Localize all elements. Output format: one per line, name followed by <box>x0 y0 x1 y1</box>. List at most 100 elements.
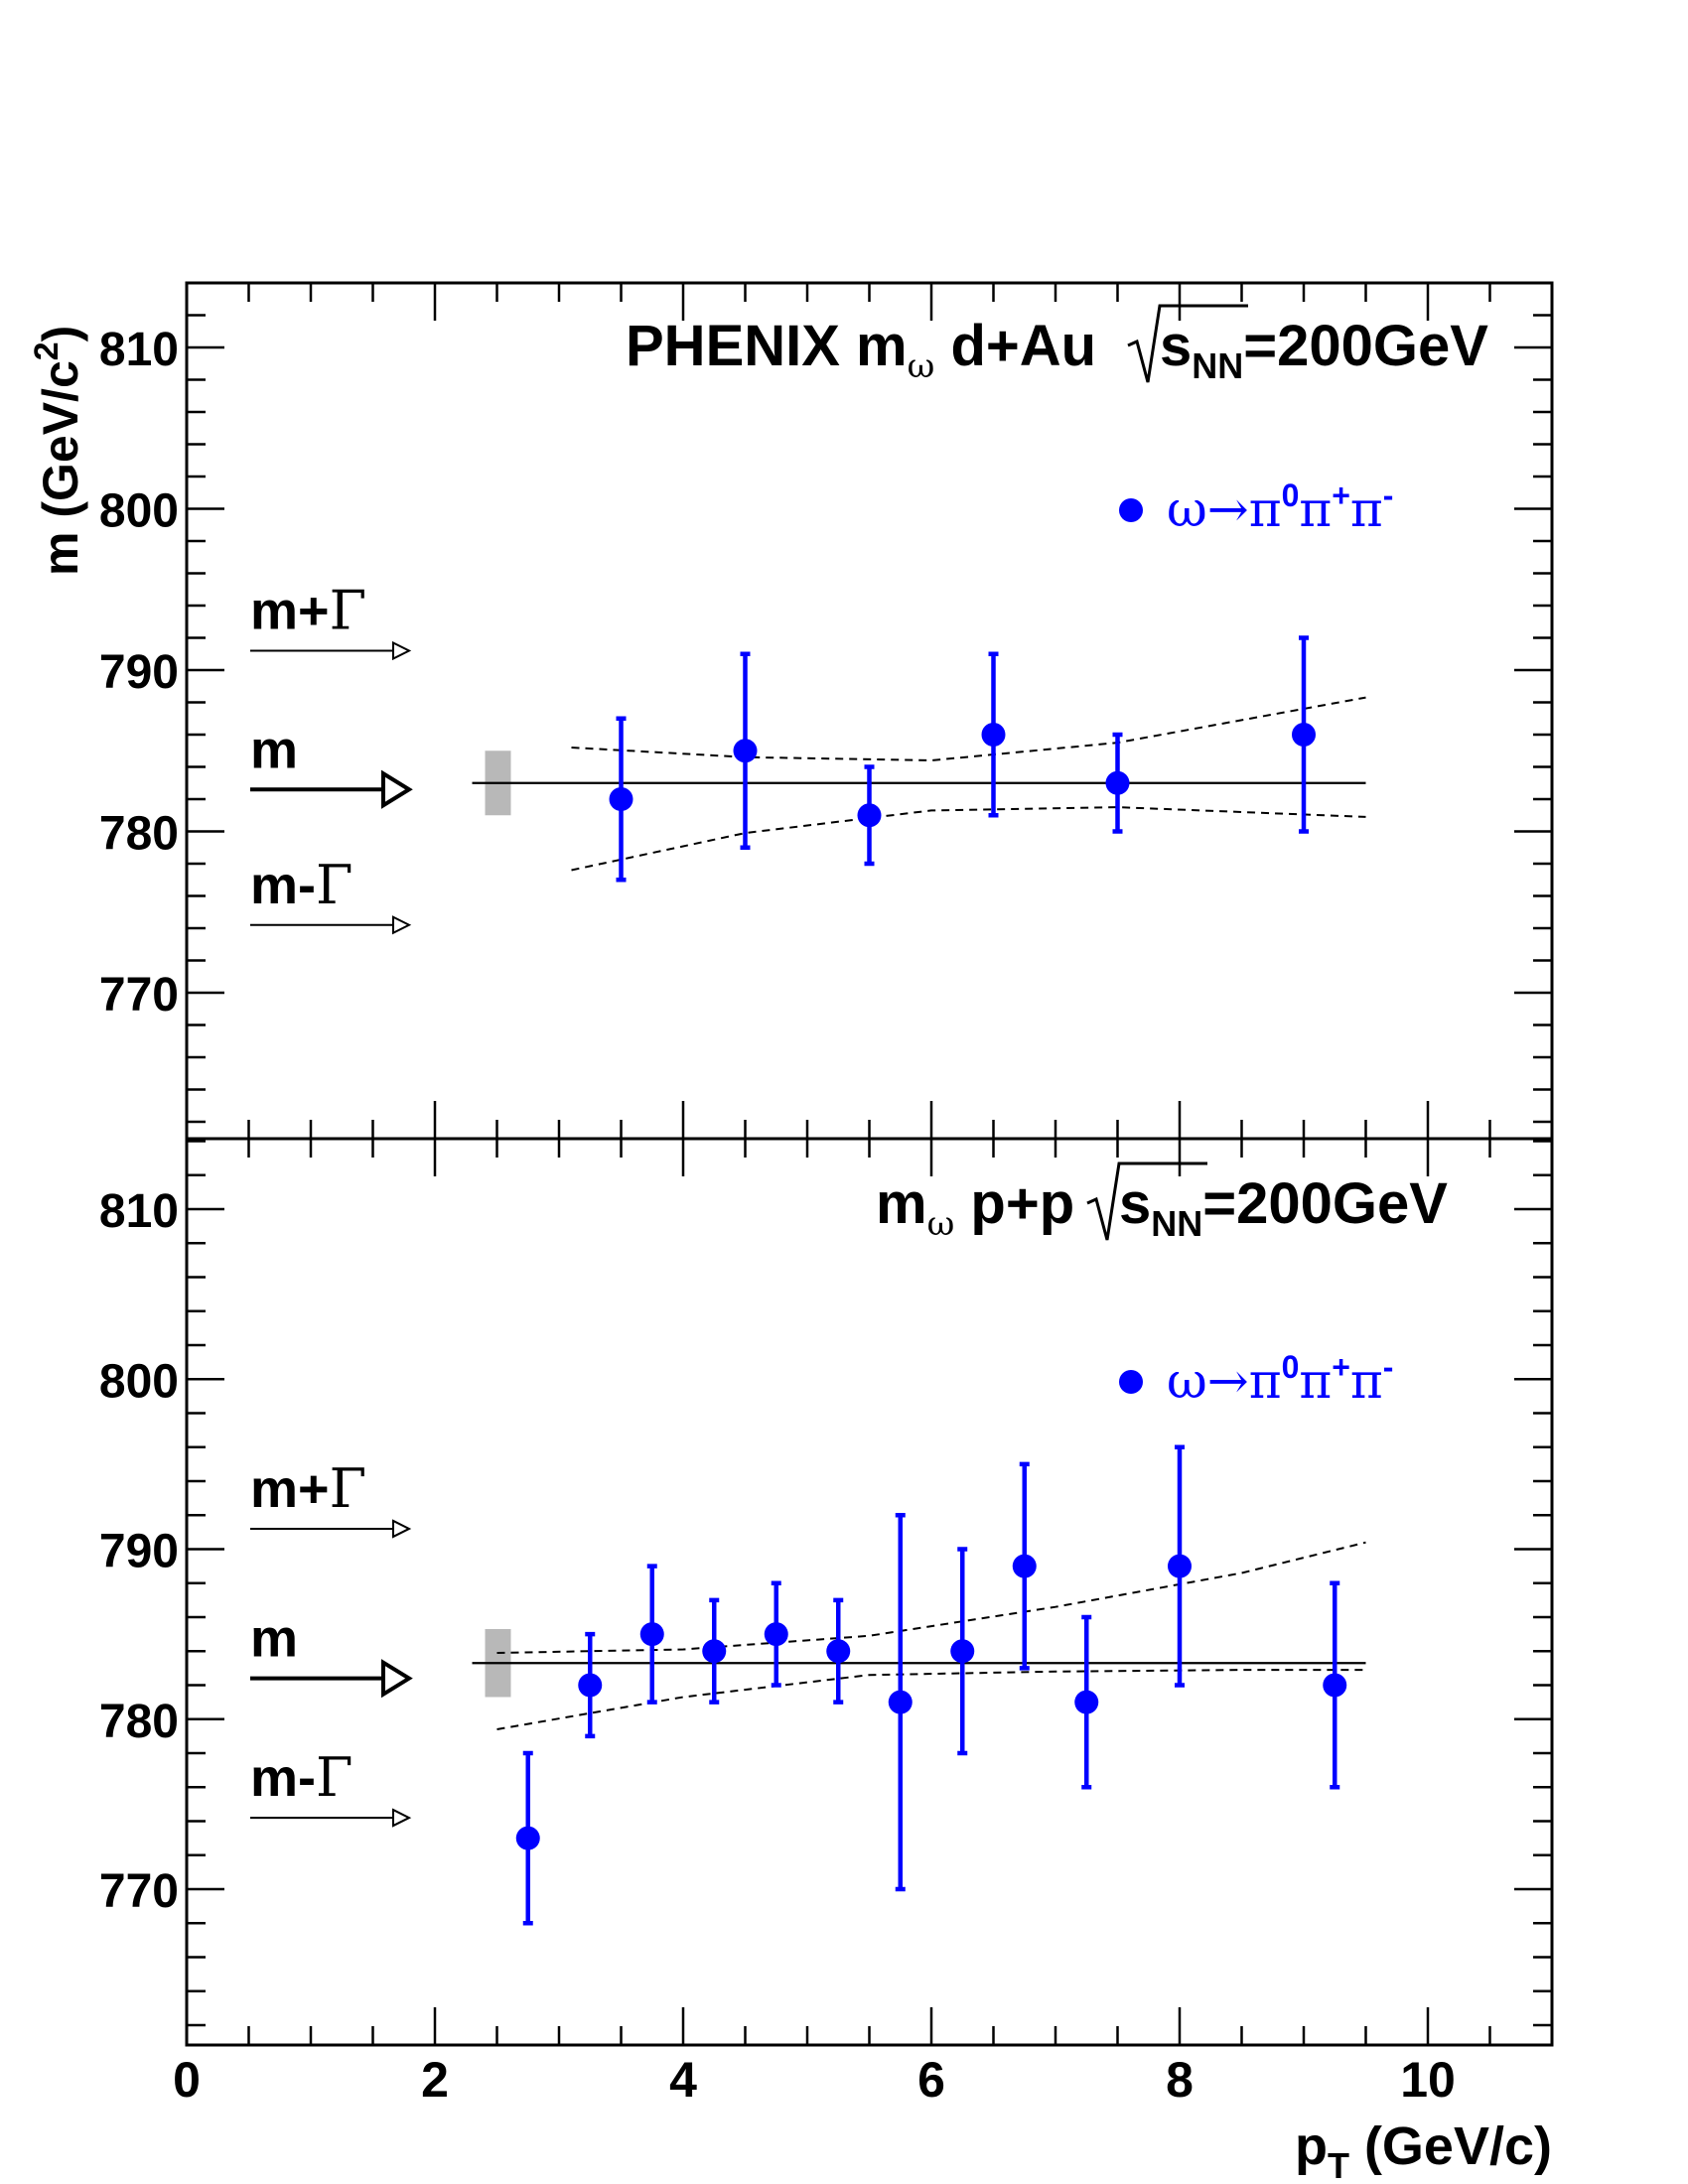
panel-dau-x-ticks <box>247 283 1491 1139</box>
annotation-text-dau-1: m <box>250 720 298 779</box>
panel-pp-sqrt: sNN=200GeV <box>1086 1161 1448 1244</box>
data-point-pp-7 <box>950 1639 975 1664</box>
fit-band-upper-dau <box>571 696 1366 762</box>
annotation-symbol-pp-2: Γ <box>316 1746 352 1809</box>
sqrt-sign-pp <box>1086 1161 1207 1241</box>
legend-pp-pi1: π <box>1249 1352 1282 1410</box>
legend-dau-pi3: π <box>1350 480 1383 538</box>
y-axis-label-main: m (GeV/c <box>33 360 88 576</box>
x-tick-label-6: 6 <box>917 2052 945 2108</box>
annotation-label-dau-1: m <box>250 720 298 779</box>
x-tick-label-2: 2 <box>421 2052 449 2108</box>
title-pp-energy: =200GeV <box>1202 1171 1448 1236</box>
data-point-pp-10 <box>1168 1554 1192 1578</box>
x-tick-label-0: 0 <box>173 2052 201 2108</box>
legend-dau-arrow: → <box>1207 480 1249 538</box>
title-pp-prefix: m <box>876 1171 927 1236</box>
annotation-text-dau-2: m- <box>250 856 316 915</box>
legend-pp-omega: ω <box>1167 1352 1207 1410</box>
legend-dau-omega: ω <box>1167 480 1207 538</box>
annotation-text-pp-2: m- <box>250 1748 316 1808</box>
legend-dau-marker <box>1119 498 1143 522</box>
panel-dau-sqrt: sNN=200GeV <box>1127 304 1488 386</box>
panel-dau-title: PHENIX mω d+Au <box>626 314 1096 386</box>
annotation-text-pp-0: m+ <box>250 1459 330 1519</box>
data-point-pp-1 <box>578 1673 603 1698</box>
x-tick-label-10: 10 <box>1400 2052 1456 2108</box>
panel-pp-y-tick-labels: 770 780 790 800 810 <box>99 1185 179 1918</box>
title-pp-sqrt-s: s <box>1119 1171 1151 1236</box>
data-point-dau-3 <box>981 723 1006 747</box>
x-axis-label-rest: (GeV/c) <box>1349 2116 1552 2176</box>
y-tick-label-pp-790: 790 <box>99 1526 179 1578</box>
y-tick-label-pp-810: 810 <box>99 1185 179 1238</box>
panel-pp-annotations: m+Γmm-Γ <box>250 1457 413 1828</box>
y-tick-label-dau-770: 770 <box>99 969 179 1022</box>
panel-dau-marks <box>472 635 1366 883</box>
annotation-label-dau-2: m-Γ <box>250 854 352 916</box>
panel-dau-y-ticks <box>187 314 1552 1124</box>
data-point-pp-5 <box>826 1639 851 1664</box>
y-tick-label-dau-780: 780 <box>99 808 179 861</box>
title-dau-prefix: PHENIX m <box>626 314 908 378</box>
panel-pp-title: mω p+p <box>876 1171 1074 1244</box>
panel-pp-marks <box>472 1444 1366 1926</box>
legend-dau-sup1: 0 <box>1282 478 1300 513</box>
annotation-arrow-head-dau-2 <box>392 915 412 935</box>
annotation-arrow-head-pp-2 <box>392 1808 412 1828</box>
x-axis-label-sub: T <box>1328 2145 1349 2184</box>
y-axis-label: m (GeV/c2) <box>28 326 88 576</box>
annotation-label-pp-0: m+Γ <box>250 1457 366 1520</box>
title-dau-energy-group: sNN=200GeV <box>1160 314 1488 386</box>
y-axis-label-end: ) <box>33 326 88 342</box>
title-dau-energy: =200GeV <box>1243 314 1488 378</box>
annotation-arrow-head-dau-1 <box>381 769 413 809</box>
legend-dau-sup3: - <box>1383 478 1394 513</box>
title-dau-sqrt-s: s <box>1160 314 1192 378</box>
annotation-label-pp-2: m-Γ <box>250 1746 352 1809</box>
x-axis-label-p: p <box>1295 2116 1328 2176</box>
data-point-dau-1 <box>733 739 758 763</box>
data-point-dau-5 <box>1292 723 1316 747</box>
annotation-symbol-dau-2: Γ <box>316 854 352 916</box>
panel-pp-legend: ω→π0π+π- <box>1119 1349 1393 1410</box>
title-dau-sqrt-sub: NN <box>1192 345 1243 386</box>
data-point-pp-11 <box>1323 1673 1347 1698</box>
legend-pp-sup3: - <box>1383 1349 1394 1385</box>
x-axis-label: pT (GeV/c) <box>1295 2116 1552 2184</box>
data-point-dau-4 <box>1105 770 1130 795</box>
title-dau-sub: ω <box>908 346 935 386</box>
legend-dau-label: ω→π0π+π- <box>1167 478 1393 538</box>
title-pp-middle: p+p <box>954 1171 1074 1236</box>
panel-dau-y-tick-labels: 770 780 790 800 810 <box>99 324 179 1022</box>
data-point-pp-2 <box>639 1622 664 1647</box>
legend-dau-pi1: π <box>1249 480 1282 538</box>
y-tick-label-pp-780: 780 <box>99 1696 179 1748</box>
annotation-label-pp-1: m <box>250 1609 298 1669</box>
annotation-label-dau-0: m+Γ <box>250 580 366 642</box>
annotation-arrow-head-pp-1 <box>381 1659 413 1699</box>
y-tick-label-dau-790: 790 <box>99 646 179 699</box>
legend-pp-arrow: → <box>1207 1352 1249 1410</box>
sqrt-sign-dau <box>1127 304 1248 383</box>
legend-pp-label: ω→π0π+π- <box>1167 1349 1393 1410</box>
title-dau-middle: d+Au <box>934 314 1096 378</box>
data-point-dau-0 <box>609 787 633 811</box>
annotation-symbol-pp-0: Γ <box>330 1457 366 1520</box>
y-tick-label-pp-770: 770 <box>99 1865 179 1918</box>
legend-pp-marker <box>1119 1370 1143 1394</box>
panel-pp-y-ticks <box>187 1140 1552 2027</box>
annotation-text-dau-0: m+ <box>250 582 330 641</box>
legend-pp-sup2: + <box>1332 1349 1350 1385</box>
y-axis-label-sup: 2 <box>28 341 66 360</box>
x-tick-label-4: 4 <box>669 2052 697 2108</box>
x-tick-label-8: 8 <box>1166 2052 1194 2108</box>
annotation-symbol-dau-0: Γ <box>330 580 366 642</box>
data-point-pp-0 <box>515 1826 540 1850</box>
data-point-pp-8 <box>1012 1554 1037 1578</box>
title-pp-energy-group: sNN=200GeV <box>1119 1171 1448 1244</box>
data-point-pp-9 <box>1074 1690 1099 1714</box>
